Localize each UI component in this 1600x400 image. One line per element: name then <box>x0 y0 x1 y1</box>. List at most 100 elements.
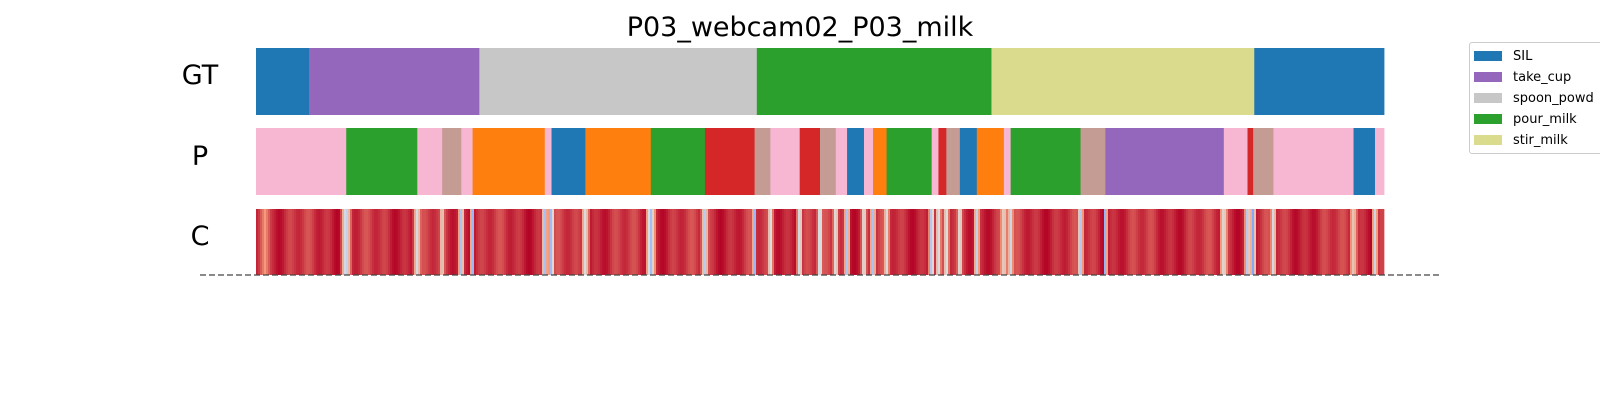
confidence-cell <box>1320 209 1323 275</box>
confidence-cell <box>1012 209 1015 275</box>
confidence-cell <box>318 209 321 275</box>
confidence-cell <box>1016 209 1019 275</box>
confidence-cell <box>1276 209 1279 275</box>
confidence-cell <box>1324 209 1327 275</box>
confidence-cell <box>534 209 537 275</box>
confidence-cell <box>890 209 893 275</box>
confidence-cell <box>294 209 297 275</box>
confidence-cell <box>524 209 527 275</box>
confidence-cell <box>562 209 565 275</box>
confidence-cell <box>1080 209 1083 275</box>
confidence-cell <box>1000 209 1003 275</box>
confidence-cell <box>498 209 501 275</box>
confidence-cell <box>994 209 997 275</box>
confidence-cell <box>940 209 943 275</box>
confidence-cell <box>1266 209 1269 275</box>
confidence-cell <box>1248 209 1251 275</box>
confidence-cell <box>620 209 623 275</box>
confidence-cell <box>894 209 897 275</box>
confidence-cell <box>1114 209 1117 275</box>
confidence-cell <box>468 209 471 275</box>
confidence-cell <box>1128 209 1131 275</box>
confidence-cell <box>304 209 307 275</box>
confidence-cell <box>1026 209 1029 275</box>
confidence-cell <box>264 209 267 275</box>
segment-bar <box>442 128 462 195</box>
confidence-cell <box>956 209 959 275</box>
confidence-cell <box>286 209 289 275</box>
confidence-cell <box>1168 209 1171 275</box>
confidence-cell <box>794 209 797 275</box>
confidence-cell <box>1102 209 1105 275</box>
confidence-cell <box>1190 209 1193 275</box>
confidence-cell <box>1260 209 1263 275</box>
confidence-cell <box>1078 209 1081 275</box>
confidence-cell <box>980 209 983 275</box>
confidence-cell <box>1028 209 1031 275</box>
segment-bar <box>976 128 1005 195</box>
confidence-cell <box>1022 209 1025 275</box>
confidence-cell <box>948 209 951 275</box>
confidence-cell <box>1024 209 1027 275</box>
confidence-cell <box>302 209 305 275</box>
confidence-cell <box>1112 209 1115 275</box>
confidence-cell <box>376 209 379 275</box>
legend-swatch <box>1474 93 1502 103</box>
confidence-cell <box>960 209 963 275</box>
confidence-cell <box>954 209 957 275</box>
confidence-cell <box>390 209 393 275</box>
confidence-cell <box>532 209 535 275</box>
confidence-cell <box>310 209 313 275</box>
confidence-cell <box>568 209 571 275</box>
confidence-cell <box>816 209 819 275</box>
prediction-row <box>256 128 1385 195</box>
segment-bar <box>754 128 771 195</box>
confidence-cell <box>1038 209 1041 275</box>
confidence-cell <box>1156 209 1159 275</box>
confidence-cell <box>1368 209 1371 275</box>
confidence-cell <box>1092 209 1095 275</box>
confidence-cell <box>628 209 631 275</box>
confidence-cell <box>322 209 325 275</box>
confidence-cell <box>720 209 723 275</box>
confidence-cell <box>614 209 617 275</box>
confidence-cell <box>966 209 969 275</box>
confidence-cell <box>636 209 639 275</box>
confidence-cell <box>1340 209 1343 275</box>
confidence-cell <box>556 209 559 275</box>
confidence-cell <box>768 209 771 275</box>
confidence-cell <box>1116 209 1119 275</box>
confidence-cell <box>406 209 409 275</box>
confidence-cell <box>592 209 595 275</box>
segment-bar <box>309 48 480 115</box>
confidence-cell <box>1150 209 1153 275</box>
legend: SIL take_cup spoon_powd pour_milk stir_m… <box>1469 42 1600 154</box>
confidence-cell <box>330 209 333 275</box>
confidence-cell <box>682 209 685 275</box>
confidence-cell <box>910 209 913 275</box>
confidence-cell <box>736 209 739 275</box>
confidence-cell <box>1188 209 1191 275</box>
confidence-cell <box>856 209 859 275</box>
confidence-cell <box>1186 209 1189 275</box>
confidence-cell <box>1154 209 1157 275</box>
confidence-cell <box>1284 209 1287 275</box>
confidence-cell <box>554 209 557 275</box>
confidence-cell <box>540 209 543 275</box>
confidence-cell <box>1094 209 1097 275</box>
confidence-cell <box>1232 209 1235 275</box>
confidence-cell <box>268 209 271 275</box>
row-label-gt: GT <box>181 60 219 91</box>
legend-label: SIL <box>1513 48 1533 64</box>
confidence-cell <box>436 209 439 275</box>
confidence-cell <box>478 209 481 275</box>
segment-bar <box>863 128 874 195</box>
confidence-cell <box>578 209 581 275</box>
legend-item-pour-milk: pour_milk <box>1474 110 1577 128</box>
confidence-cell <box>438 209 441 275</box>
confidence-cell <box>1326 209 1329 275</box>
confidence-cell <box>1342 209 1345 275</box>
confidence-cell <box>1354 209 1357 275</box>
confidence-cell <box>430 209 433 275</box>
confidence-cell <box>766 209 769 275</box>
